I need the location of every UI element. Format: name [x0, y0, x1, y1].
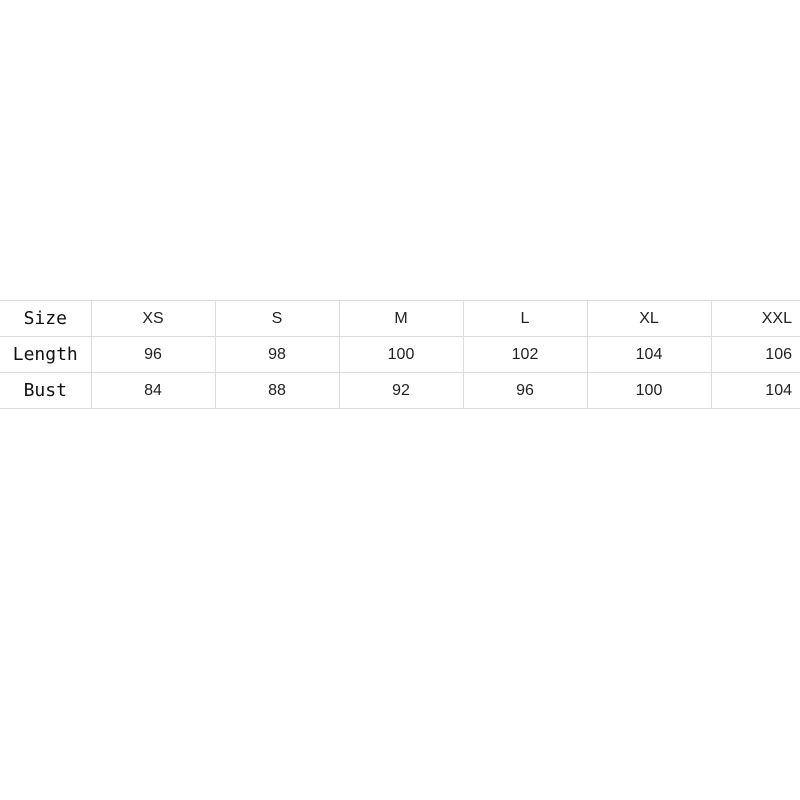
table-header-row: Size XS S M L XL XXL — [0, 300, 800, 337]
size-cell: L — [462, 300, 588, 337]
value-cell: 100 — [338, 336, 464, 373]
size-cell: XS — [90, 300, 216, 337]
row-label: Size — [0, 300, 92, 337]
row-label: Bust — [0, 372, 92, 409]
value-cell: 92 — [338, 372, 464, 409]
size-cell: M — [338, 300, 464, 337]
value-cell: 96 — [90, 336, 216, 373]
value-cell: 104 — [710, 372, 800, 409]
value-cell: 100 — [586, 372, 712, 409]
size-chart-table: Size XS S M L XL XXL Length 96 98 100 10… — [0, 300, 800, 409]
table-row: Bust 84 88 92 96 100 104 — [0, 372, 800, 409]
value-cell: 106 — [710, 336, 800, 373]
size-cell: S — [214, 300, 340, 337]
value-cell: 84 — [90, 372, 216, 409]
value-cell: 102 — [462, 336, 588, 373]
value-cell: 98 — [214, 336, 340, 373]
size-cell: XXL — [710, 300, 800, 337]
table-row: Length 96 98 100 102 104 106 — [0, 336, 800, 373]
value-cell: 96 — [462, 372, 588, 409]
row-label: Length — [0, 336, 92, 373]
size-cell: XL — [586, 300, 712, 337]
value-cell: 104 — [586, 336, 712, 373]
value-cell: 88 — [214, 372, 340, 409]
